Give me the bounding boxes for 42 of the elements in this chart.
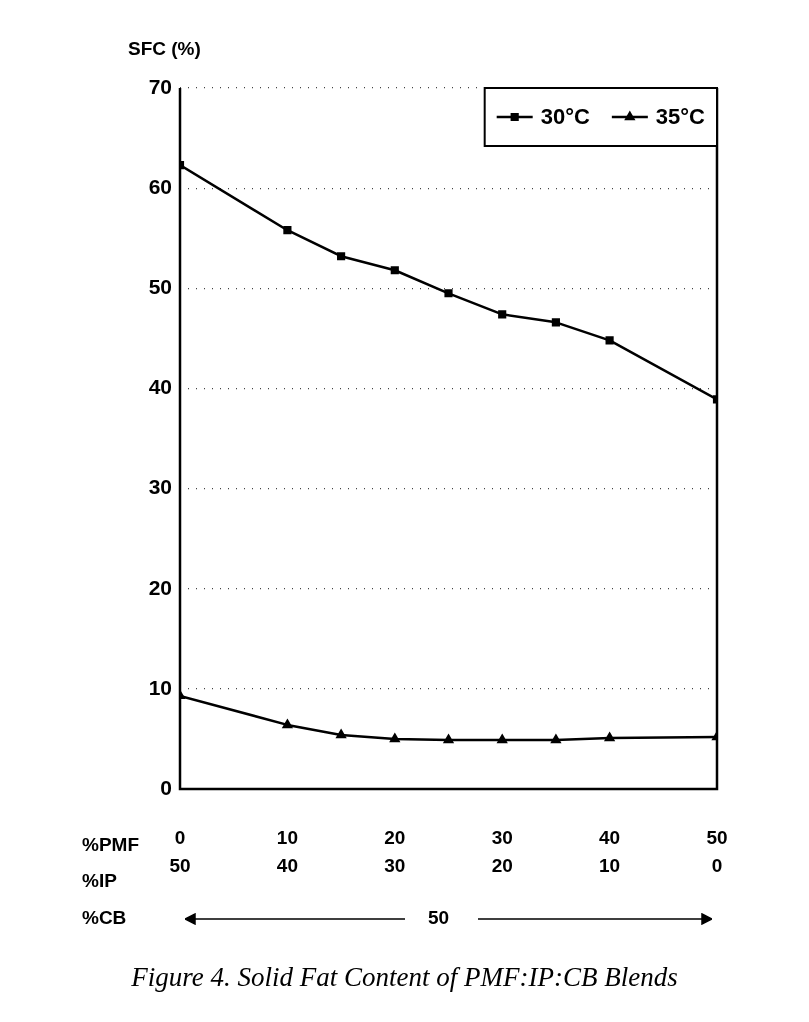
- x2-tick-label: 0: [711, 854, 723, 876]
- x2-tick-label: 40: [276, 854, 298, 876]
- point: [390, 733, 400, 743]
- x-tick-label: 20: [384, 826, 406, 848]
- point: [605, 336, 614, 345]
- y-tick-label: 10: [148, 675, 172, 699]
- point: [283, 226, 292, 235]
- point: [498, 310, 507, 319]
- x2-tick-label: 30: [384, 854, 406, 876]
- x2-tick-label: 50: [169, 854, 191, 876]
- legend-label: 30°C: [540, 104, 590, 130]
- x-tick-label: 10: [276, 826, 298, 848]
- y-tick-label: 50: [148, 275, 172, 299]
- text: Figure 4. Solid Fat Content of PMF:IP:CB Blends: [130, 962, 679, 993]
- legend-label: 35°C: [655, 104, 706, 130]
- y-tick-label: 30: [148, 475, 172, 499]
- y-axis-title: SFC (%): [128, 38, 201, 60]
- x2-tick-label: 20: [491, 854, 513, 876]
- point: [390, 266, 399, 275]
- y-tick-label: 70: [148, 74, 172, 98]
- point: [551, 318, 560, 327]
- x2-axis-title: %IP: [82, 870, 117, 892]
- y-tick-label: 60: [148, 174, 172, 198]
- y-tick-label: 0: [160, 775, 172, 799]
- point: [497, 734, 507, 744]
- x-axis-title: %PMF: [82, 834, 139, 856]
- point: [282, 719, 293, 729]
- point: [336, 729, 346, 739]
- point: [604, 732, 615, 742]
- x-tick-label: 30: [491, 826, 513, 848]
- text: %CB: [82, 907, 127, 929]
- point: [444, 289, 453, 298]
- x-tick-label: 0: [174, 826, 186, 848]
- text: 50: [428, 907, 450, 929]
- point: [443, 734, 454, 744]
- y-tick-label: 20: [148, 575, 172, 599]
- point: [337, 252, 346, 261]
- x-tick-label: 50: [706, 826, 728, 848]
- x-tick-label: 40: [599, 826, 621, 848]
- point: [551, 734, 561, 744]
- x2-tick-label: 10: [599, 854, 621, 876]
- y-tick-label: 40: [148, 375, 172, 399]
